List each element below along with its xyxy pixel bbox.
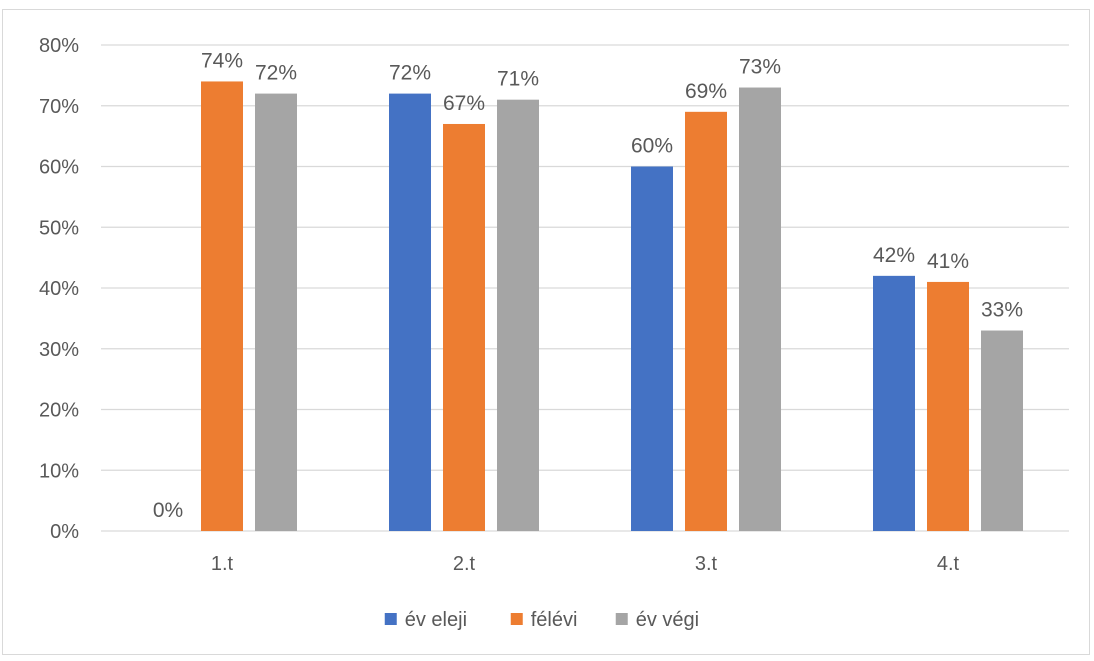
- chart-frame: 0% 10% 20% 30% 40% 50% 60% 70% 80% 0% 74% 72% 72% 67…: [2, 9, 1090, 655]
- bar: [389, 94, 431, 531]
- legend-swatch: [511, 613, 523, 625]
- bar: [873, 276, 915, 531]
- y-tick-label: 70%: [39, 96, 79, 118]
- bar: [739, 88, 781, 531]
- y-tick-label: 40%: [39, 278, 79, 300]
- x-category-label: 4.t: [937, 553, 960, 575]
- y-tick-label: 10%: [39, 460, 79, 482]
- x-category-label: 2.t: [453, 553, 476, 575]
- data-label: 42%: [873, 244, 915, 267]
- data-label: 0%: [153, 499, 183, 522]
- data-label: 33%: [981, 299, 1023, 322]
- x-category-label: 1.t: [211, 553, 234, 575]
- data-label: 73%: [739, 56, 781, 79]
- y-tick-label: 50%: [39, 217, 79, 239]
- x-axis-categories: 1.t 2.t 3.t 4.t: [211, 553, 960, 575]
- x-category-label: 3.t: [695, 553, 718, 575]
- legend-swatch: [385, 613, 397, 625]
- y-tick-label: 0%: [50, 521, 79, 543]
- legend: év eleji félévi év végi: [385, 609, 699, 631]
- data-label: 72%: [389, 62, 431, 85]
- data-label: 74%: [201, 49, 243, 72]
- bar-chart: 0% 10% 20% 30% 40% 50% 60% 70% 80% 0% 74% 72% 72% 67…: [3, 10, 1091, 656]
- gridlines: [101, 45, 1069, 531]
- legend-label: év végi: [636, 609, 699, 631]
- y-tick-label: 30%: [39, 339, 79, 361]
- data-label: 41%: [927, 250, 969, 273]
- bar: [497, 100, 539, 531]
- y-tick-label: 80%: [39, 35, 79, 57]
- legend-label: év eleji: [405, 609, 467, 631]
- bar: [685, 112, 727, 531]
- y-tick-label: 20%: [39, 400, 79, 422]
- y-tick-label: 60%: [39, 157, 79, 179]
- bar: [981, 331, 1023, 531]
- bar: [631, 167, 673, 532]
- y-axis-ticks: 0% 10% 20% 30% 40% 50% 60% 70% 80%: [39, 35, 79, 543]
- data-label: 71%: [497, 68, 539, 91]
- legend-label: félévi: [531, 609, 578, 631]
- data-label: 72%: [255, 62, 297, 85]
- bar: [201, 81, 243, 531]
- data-label: 67%: [443, 92, 485, 115]
- legend-item: félévi: [511, 609, 578, 631]
- bar: [443, 124, 485, 531]
- legend-item: év végi: [616, 609, 699, 631]
- bar: [927, 282, 969, 531]
- legend-swatch: [616, 613, 628, 625]
- data-label: 60%: [631, 135, 673, 158]
- data-label: 69%: [685, 80, 727, 103]
- bars: [201, 81, 1023, 531]
- legend-item: év eleji: [385, 609, 467, 631]
- bar: [255, 94, 297, 531]
